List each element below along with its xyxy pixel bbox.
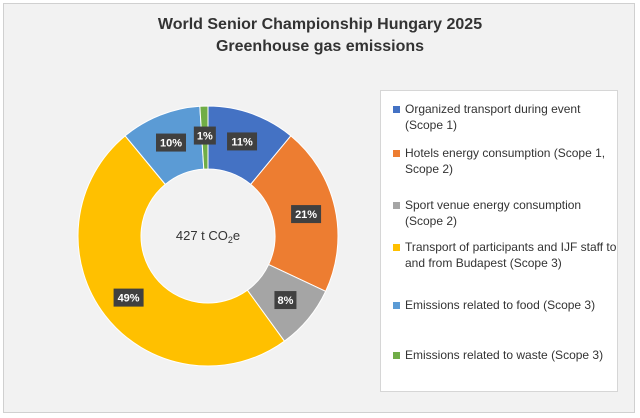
legend-swatch-5 <box>393 302 400 309</box>
data-label-box-2 <box>291 205 322 224</box>
data-label-box-3 <box>274 291 297 310</box>
data-label-1: 11% <box>231 136 253 148</box>
legend-swatch-1 <box>393 106 400 113</box>
data-label-box-1 <box>227 132 258 151</box>
data-label-6: 1% <box>197 131 213 143</box>
chart-title: World Senior Championship Hungary 2025 <box>157 16 483 33</box>
slice-4 <box>77 135 286 367</box>
data-label-2: 21% <box>295 209 317 221</box>
legend-swatch-3 <box>393 202 400 209</box>
data-label-4: 49% <box>118 293 140 305</box>
data-label-3: 8% <box>277 295 293 307</box>
legend-swatch-2 <box>393 150 400 157</box>
data-label-box-5 <box>156 133 187 152</box>
legend-label-5: Emissions related to food (Scope 3) <box>405 298 596 312</box>
legend-label-3: Sport venue energy consumption (Scope 2) <box>405 198 582 228</box>
data-label-box-4 <box>113 288 144 307</box>
data-label-5: 10% <box>160 138 182 150</box>
legend-label-6: Emissions related to waste (Scope 3) <box>405 348 604 362</box>
legend-label-4: Transport of participants and IJF staff … <box>405 240 617 270</box>
data-label-box-6 <box>193 126 216 145</box>
chart-subtitle: Greenhouse gas emissions <box>215 38 425 55</box>
legend-label-1: Organized transport during event (Scope … <box>405 102 581 132</box>
legend-swatch-6 <box>393 352 400 359</box>
legend: Organized transport during event (Scope … <box>380 90 618 392</box>
legend-label-2: Hotels energy consumption (Scope 1, Scop… <box>405 146 606 176</box>
center-total-label: 427 t CO2e <box>176 228 240 245</box>
legend-swatch-4 <box>393 244 400 251</box>
